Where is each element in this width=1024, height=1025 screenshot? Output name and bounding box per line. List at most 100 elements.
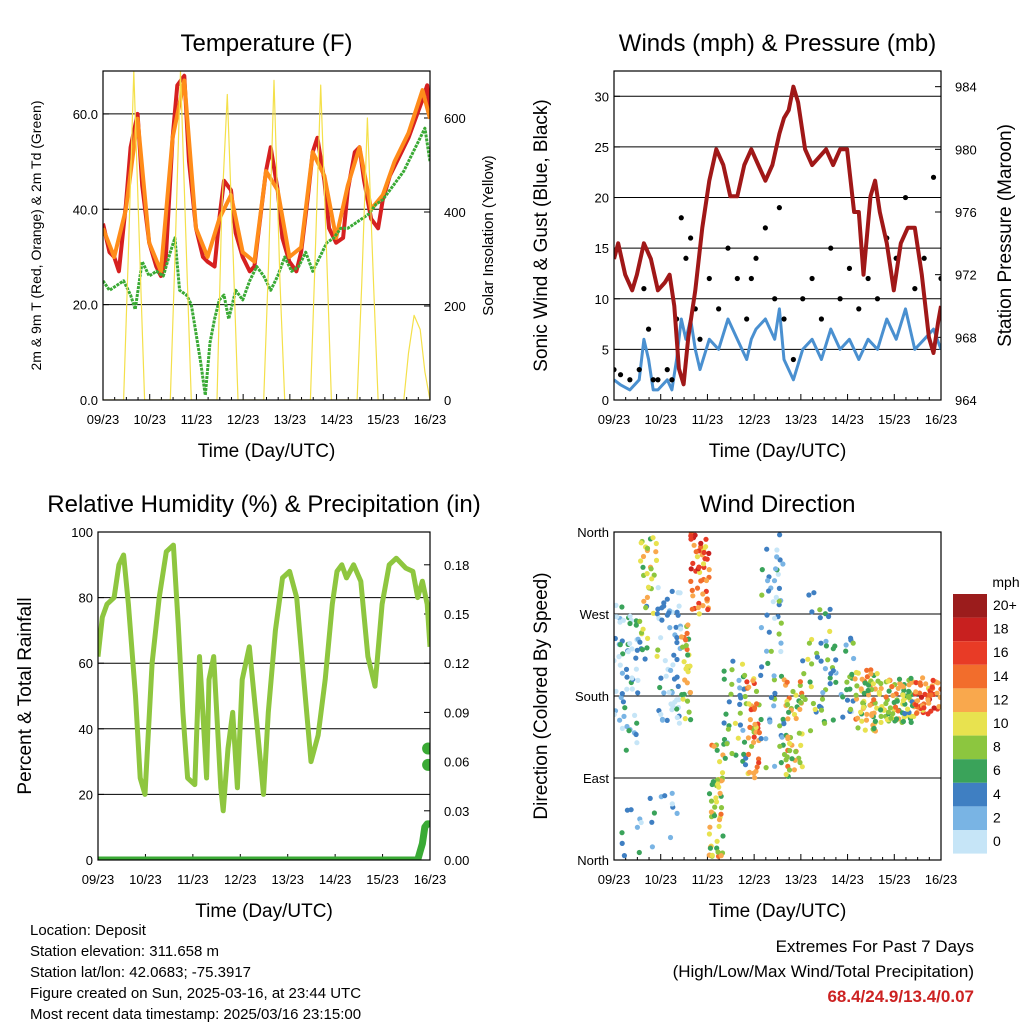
direction-point [778, 673, 785, 679]
direction-point [747, 724, 753, 731]
direction-point [684, 698, 691, 704]
direction-point [674, 656, 680, 663]
direction-point [737, 692, 743, 698]
direction-point [670, 703, 676, 709]
y-tick-label: East [583, 771, 609, 786]
direction-point [818, 658, 824, 664]
direction-point [771, 703, 777, 709]
x-tick-label: 14/23 [319, 872, 352, 887]
direction-point [703, 536, 709, 542]
direction-point [659, 717, 666, 723]
direction-point [827, 628, 833, 635]
direction-point [864, 667, 870, 673]
direction-point [688, 578, 694, 585]
direction-point [638, 540, 644, 546]
y2-tick-label: 964 [955, 393, 977, 408]
direction-point [772, 615, 778, 621]
legend-swatch [953, 806, 987, 830]
direction-point [859, 718, 865, 724]
y-axis-label: 2m & 9m T (Red, Orange) & 2m Td (Green) [28, 101, 44, 371]
direction-point [840, 694, 846, 700]
direction-point [706, 550, 712, 557]
direction-point [765, 578, 771, 584]
direction-point [754, 764, 760, 770]
direction-point [721, 720, 727, 726]
y2-tick-label: 0.00 [444, 853, 469, 868]
direction-point [868, 667, 874, 673]
direction-point [918, 694, 925, 700]
y2-axis-label: Solar Insolation (Yellow) [480, 155, 497, 315]
chart-panel-4: Wind Direction North East South West North 09/… [531, 491, 1020, 922]
direction-point [674, 639, 680, 646]
direction-point [700, 603, 706, 609]
direction-point [811, 590, 817, 596]
direction-point [751, 739, 757, 746]
y-tick-label: South [575, 689, 609, 704]
direction-point [746, 701, 752, 707]
legend-swatch [953, 735, 987, 760]
direction-point [618, 694, 624, 701]
plot-frame [102, 70, 431, 401]
direction-point [720, 833, 726, 839]
direction-point [670, 662, 676, 668]
direction-point [663, 673, 669, 679]
direction-point [667, 834, 674, 841]
direction-point [640, 553, 647, 560]
y-axis-label: Direction (Colored By Speed) [531, 572, 552, 819]
direction-point [754, 701, 760, 707]
direction-point [629, 646, 635, 652]
direction-point [764, 612, 770, 618]
direction-point [858, 686, 864, 692]
direction-point [793, 692, 799, 698]
plot-frame [97, 531, 431, 861]
y2-tick-label: 600 [444, 111, 466, 126]
direction-point [770, 599, 776, 605]
direction-point [722, 755, 728, 761]
y-tick-label: 20 [79, 787, 93, 802]
x-tick-label: 15/23 [878, 872, 911, 887]
direction-point [822, 666, 829, 672]
direction-point [715, 849, 721, 855]
y2-tick-label: 972 [955, 268, 977, 283]
direction-point [726, 699, 732, 705]
direction-point [843, 648, 849, 654]
legend-swatch [953, 712, 987, 736]
x-tick-label: 13/23 [274, 412, 307, 427]
direction-point [708, 798, 715, 804]
direction-point [859, 676, 865, 682]
direction-point [790, 688, 796, 695]
direction-point [675, 683, 681, 690]
series-precip [98, 820, 430, 860]
x-tick-label: 10/23 [133, 412, 166, 427]
direction-point [786, 709, 792, 715]
direction-point [817, 607, 823, 613]
direction-point [706, 831, 713, 837]
direction-point [648, 566, 654, 572]
direction-point [718, 778, 724, 784]
gust-point [734, 275, 740, 282]
direction-point [848, 706, 854, 713]
direction-point [862, 680, 868, 686]
direction-point [827, 681, 833, 687]
direction-point [716, 817, 723, 823]
direction-point [627, 640, 633, 647]
gust-point [725, 245, 731, 251]
direction-point [683, 666, 689, 672]
legend-label: 10 [993, 715, 1009, 731]
direction-point [902, 711, 908, 717]
direction-point [644, 645, 650, 651]
direction-point [920, 675, 926, 681]
direction-point [830, 668, 836, 674]
direction-point [733, 752, 739, 758]
direction-point [814, 654, 821, 660]
direction-point [688, 533, 694, 539]
direction-point [644, 571, 650, 577]
legend-label: 16 [993, 644, 1009, 660]
direction-point [658, 635, 664, 641]
y-tick-label: 0 [602, 393, 609, 408]
direction-point [878, 707, 884, 713]
direction-point [758, 716, 764, 723]
direction-point [650, 535, 656, 541]
direction-point [641, 598, 647, 604]
y2-tick-label: 0 [444, 393, 451, 408]
